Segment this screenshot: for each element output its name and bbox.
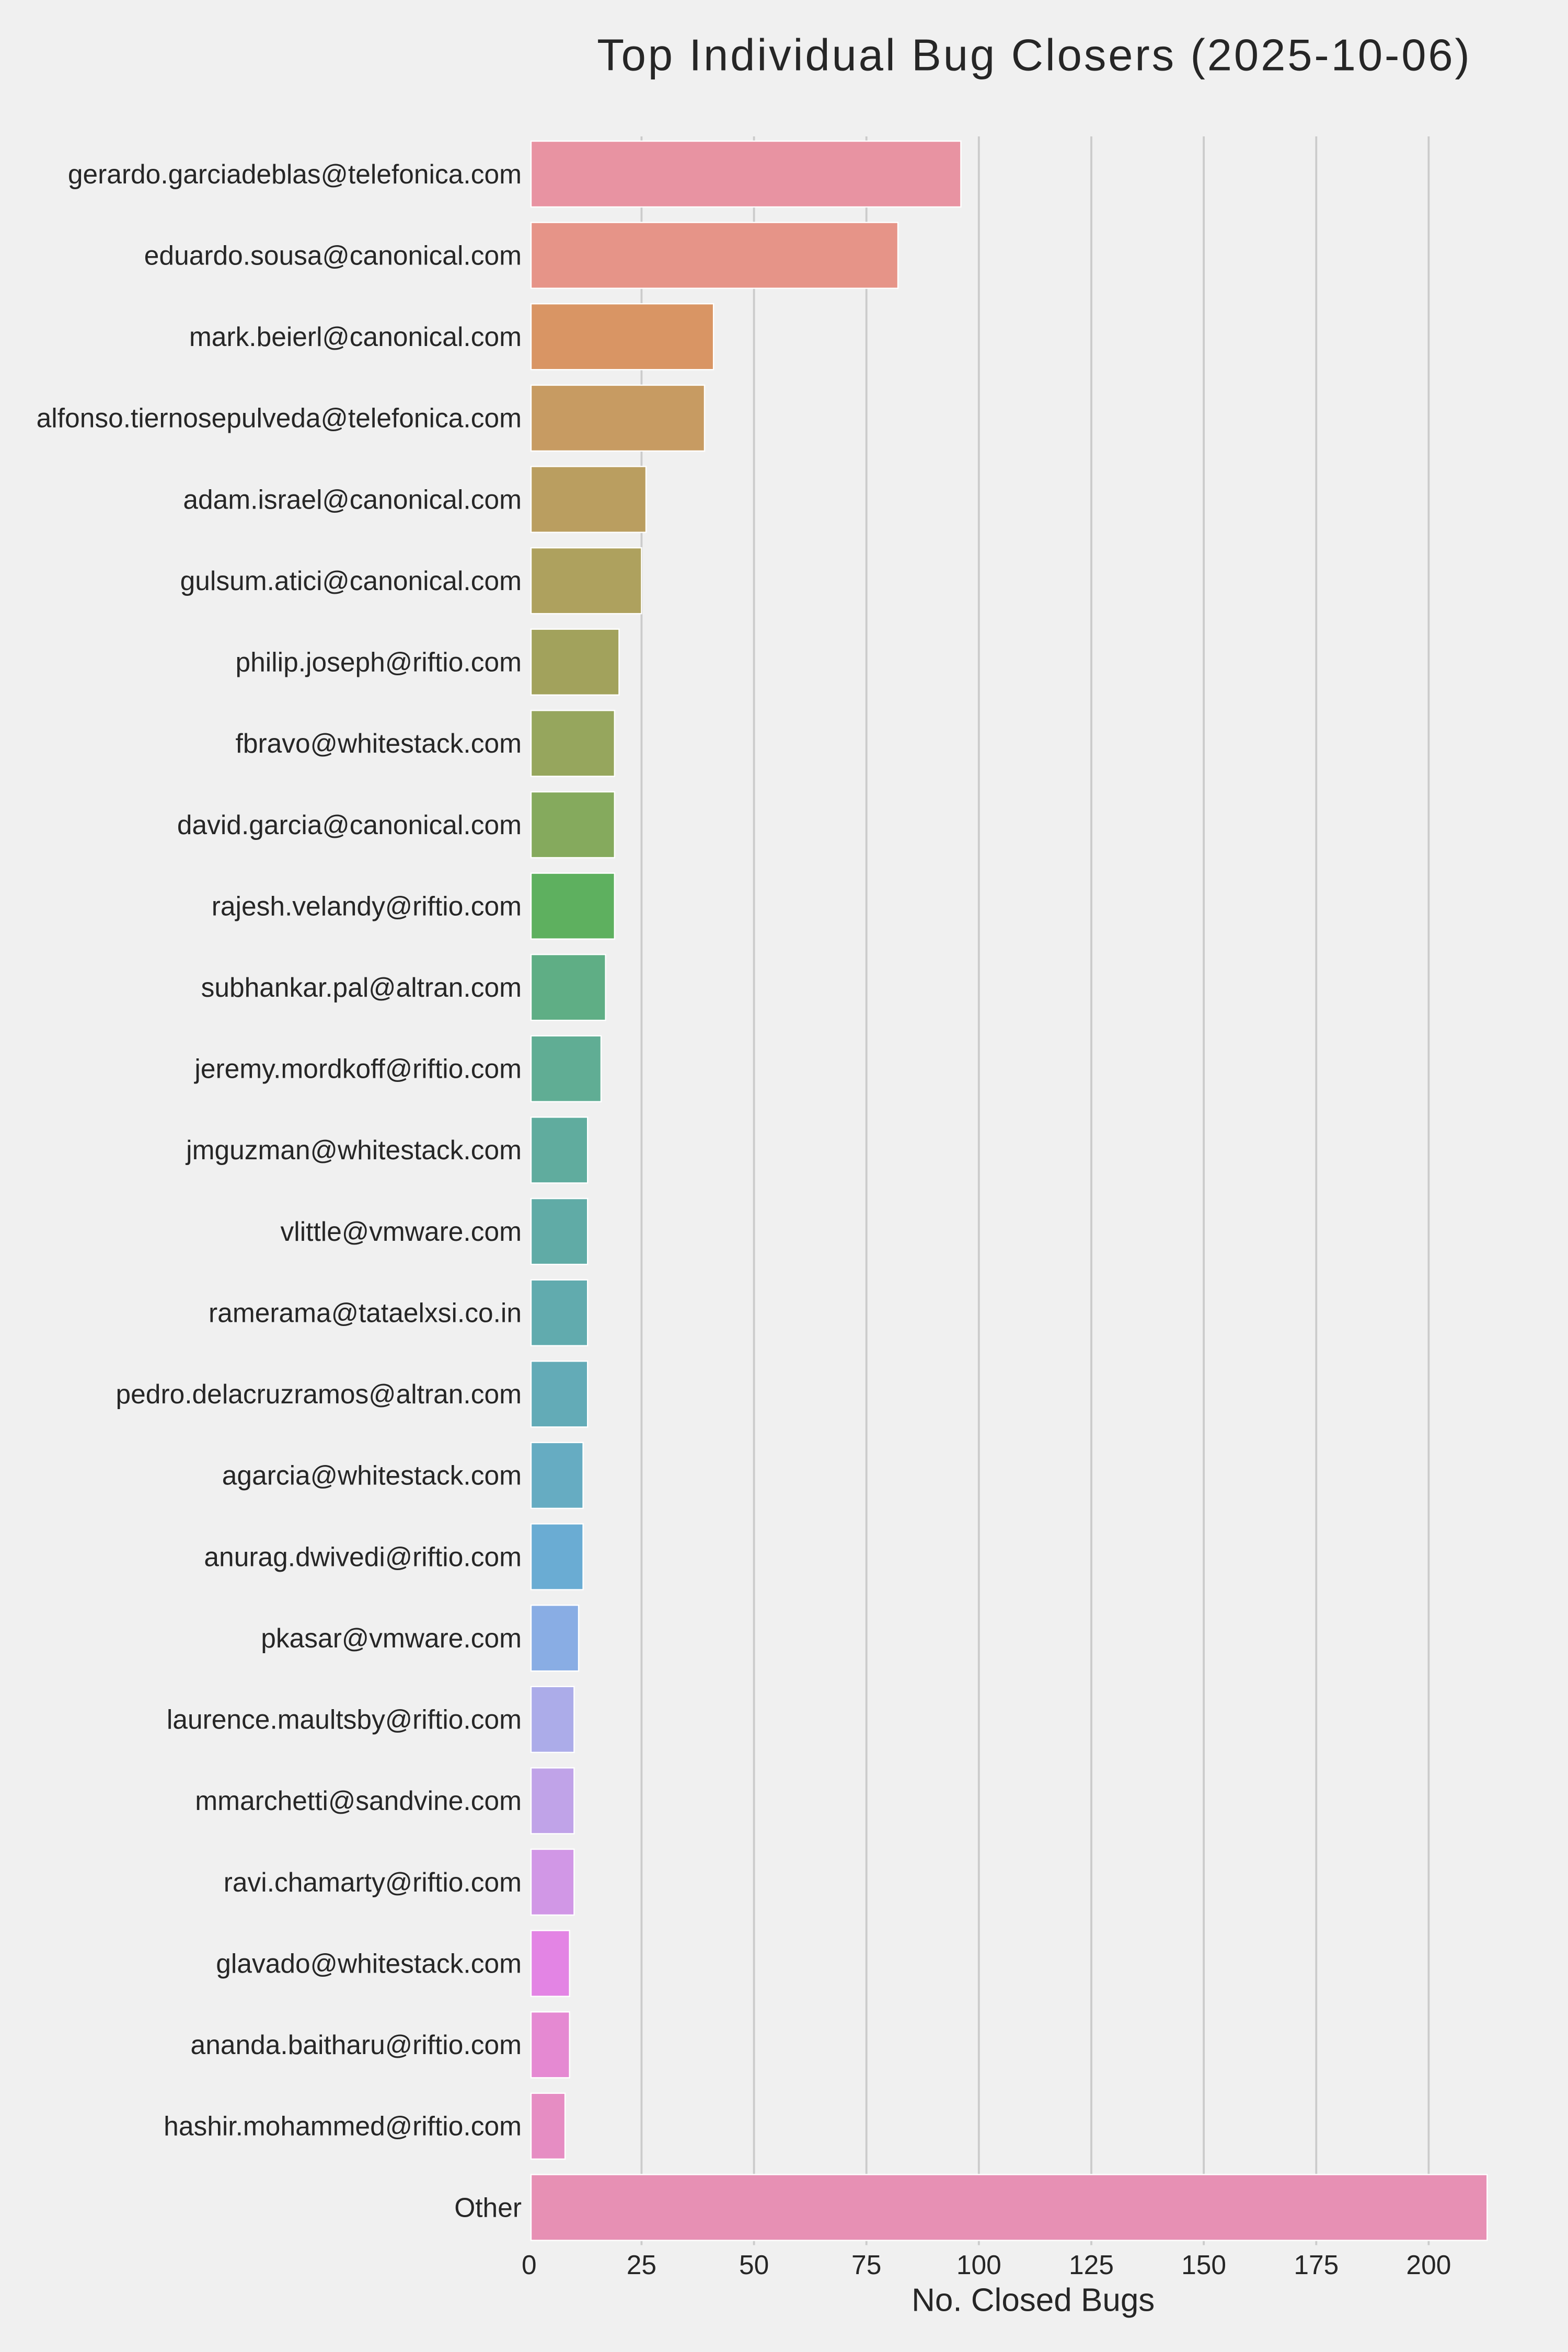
svg-text:philip.joseph@riftio.com: philip.joseph@riftio.com bbox=[236, 647, 522, 677]
svg-text:ananda.baitharu@riftio.com: ananda.baitharu@riftio.com bbox=[191, 2030, 522, 2060]
svg-text:eduardo.sousa@canonical.com: eduardo.sousa@canonical.com bbox=[144, 240, 522, 270]
svg-text:fbravo@whitestack.com: fbravo@whitestack.com bbox=[236, 728, 522, 758]
svg-text:No. Closed Bugs: No. Closed Bugs bbox=[912, 2282, 1155, 2319]
svg-text:pedro.delacruzramos@altran.com: pedro.delacruzramos@altran.com bbox=[116, 1379, 522, 1409]
svg-text:175: 175 bbox=[1294, 2250, 1339, 2280]
svg-text:150: 150 bbox=[1181, 2250, 1226, 2280]
svg-text:200: 200 bbox=[1406, 2250, 1451, 2280]
svg-text:gulsum.atici@canonical.com: gulsum.atici@canonical.com bbox=[180, 566, 522, 596]
svg-text:Top Individual Bug Closers (20: Top Individual Bug Closers (2025-10-06) bbox=[597, 31, 1472, 80]
svg-text:mmarchetti@sandvine.com: mmarchetti@sandvine.com bbox=[195, 1785, 522, 1816]
svg-text:100: 100 bbox=[956, 2250, 1001, 2280]
svg-text:50: 50 bbox=[739, 2250, 769, 2280]
svg-text:agarcia@whitestack.com: agarcia@whitestack.com bbox=[222, 1460, 522, 1491]
svg-text:125: 125 bbox=[1069, 2250, 1114, 2280]
svg-text:david.garcia@canonical.com: david.garcia@canonical.com bbox=[177, 810, 522, 840]
svg-text:pkasar@vmware.com: pkasar@vmware.com bbox=[261, 1623, 522, 1653]
svg-text:0: 0 bbox=[522, 2250, 537, 2280]
svg-text:anurag.dwivedi@riftio.com: anurag.dwivedi@riftio.com bbox=[204, 1541, 522, 1572]
svg-text:adam.israel@canonical.com: adam.israel@canonical.com bbox=[183, 484, 522, 514]
svg-text:jeremy.mordkoff@riftio.com: jeremy.mordkoff@riftio.com bbox=[193, 1054, 522, 1084]
svg-text:alfonso.tiernosepulveda@telefo: alfonso.tiernosepulveda@telefonica.com bbox=[37, 403, 522, 433]
svg-text:hashir.mohammed@riftio.com: hashir.mohammed@riftio.com bbox=[164, 2111, 522, 2141]
svg-text:Other: Other bbox=[454, 2192, 522, 2222]
svg-text:laurence.maultsby@riftio.com: laurence.maultsby@riftio.com bbox=[167, 1704, 522, 1735]
svg-text:ravi.chamarty@riftio.com: ravi.chamarty@riftio.com bbox=[224, 1867, 522, 1897]
svg-text:glavado@whitestack.com: glavado@whitestack.com bbox=[216, 1948, 522, 1978]
svg-text:gerardo.garciadeblas@telefonic: gerardo.garciadeblas@telefonica.com bbox=[68, 159, 522, 189]
svg-text:mark.beierl@canonical.com: mark.beierl@canonical.com bbox=[189, 321, 522, 352]
svg-text:jmguzman@whitestack.com: jmguzman@whitestack.com bbox=[185, 1135, 522, 1165]
svg-text:vlittle@vmware.com: vlittle@vmware.com bbox=[281, 1216, 522, 1247]
svg-text:25: 25 bbox=[627, 2250, 656, 2280]
svg-text:ramerama@tataelxsi.co.in: ramerama@tataelxsi.co.in bbox=[209, 1298, 522, 1328]
svg-text:subhankar.pal@altran.com: subhankar.pal@altran.com bbox=[201, 972, 522, 1002]
svg-text:75: 75 bbox=[851, 2250, 881, 2280]
svg-text:rajesh.velandy@riftio.com: rajesh.velandy@riftio.com bbox=[212, 891, 522, 921]
